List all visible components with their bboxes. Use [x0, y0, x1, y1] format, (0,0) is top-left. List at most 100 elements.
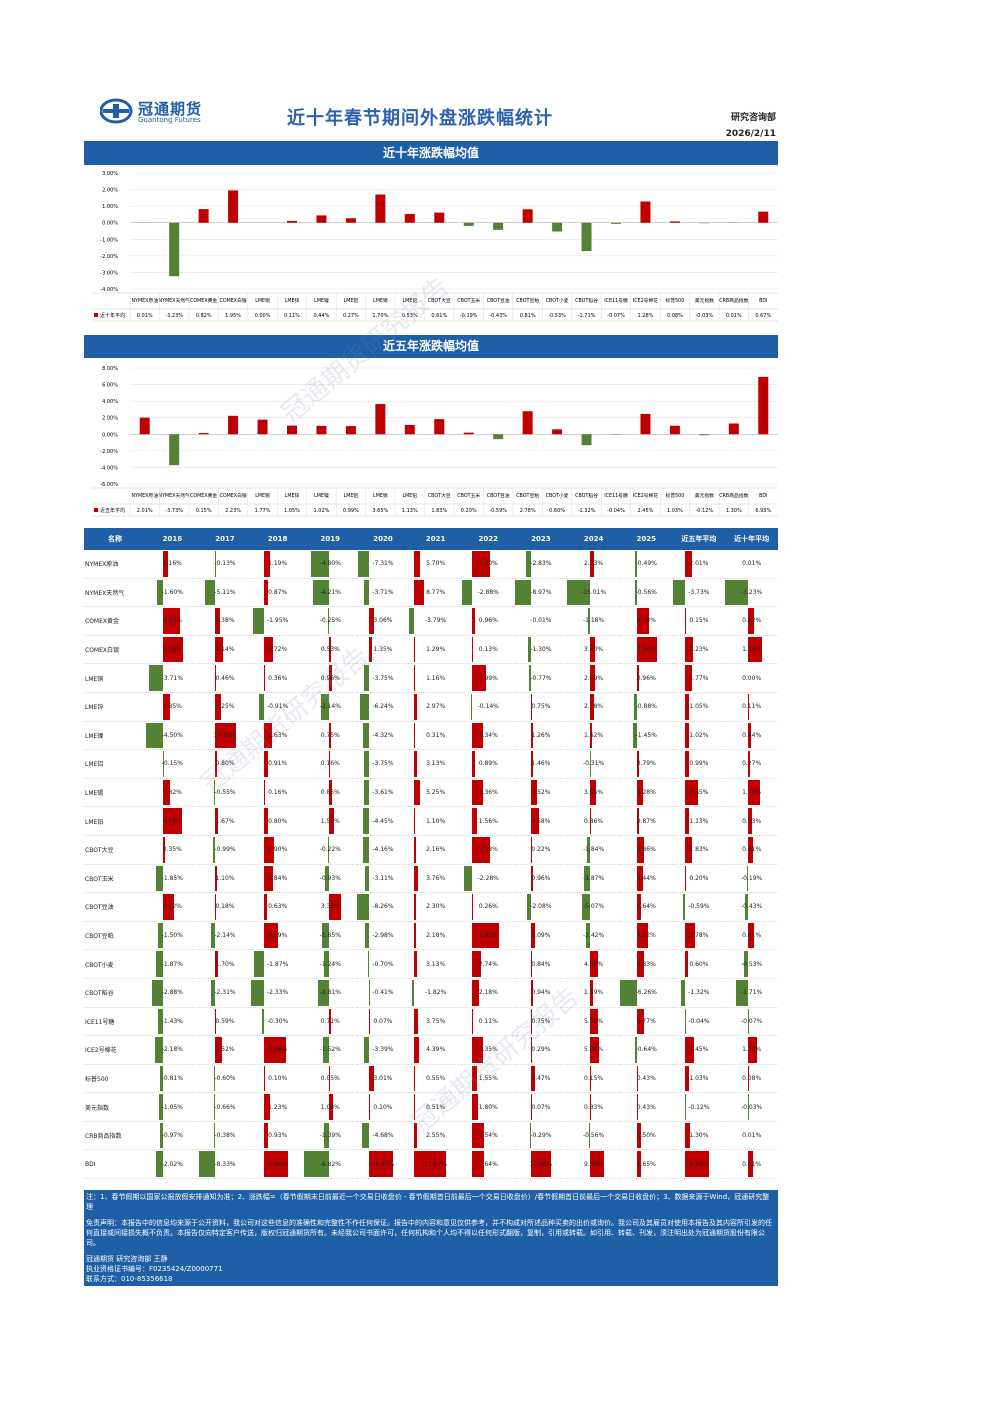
data-bar: [409, 608, 414, 634]
column-header: 2023: [514, 528, 568, 550]
cell-text: 0.91%: [268, 760, 288, 768]
value-cell: -1.18%: [567, 606, 620, 636]
cell-text: 0.71%: [320, 1017, 340, 1025]
value-cell: 1.83%: [672, 835, 726, 865]
x-tick-label: NYMEX原油: [131, 297, 158, 304]
value-cell: 3.38%: [303, 892, 357, 922]
value-cell: 1.70%: [725, 778, 778, 808]
value-cell: 0.33%: [567, 1092, 620, 1122]
data-bar: [471, 608, 476, 634]
cell-text: 0.55%: [426, 1074, 446, 1082]
cell-text: 0.79%: [636, 760, 656, 768]
value-cell: -1.43%: [146, 1007, 199, 1037]
value-cell: 27.57%: [409, 1149, 462, 1180]
cell-text: -6.82%: [319, 1160, 341, 1168]
value-cell: 0.08%: [725, 1064, 778, 1094]
cell-text: -1.43%: [161, 1017, 183, 1025]
value-cell: -1.60%: [146, 578, 199, 608]
value-cell: 1.52%: [303, 806, 357, 836]
cell-text: 3.76%: [426, 874, 446, 882]
cell-text: 0.10%: [268, 1074, 288, 1082]
cell-text: 4.14%: [215, 646, 235, 654]
value-cell: 0.85%: [303, 778, 357, 808]
value-cell: 0.87%: [619, 806, 673, 836]
value-cell: 4.78%: [619, 606, 673, 636]
data-label: -0.59%: [489, 508, 507, 514]
value-cell: -1.85%: [303, 921, 357, 951]
data-label: 0.08%: [667, 313, 683, 319]
value-cell: -0.53%: [725, 949, 778, 979]
data-label: 0.01%: [726, 313, 742, 319]
value-cell: 1.77%: [672, 663, 726, 693]
cell-text: 2.28%: [636, 789, 656, 797]
cell-text: -0.56%: [582, 1132, 605, 1140]
x-tick-label: 标普500: [666, 492, 685, 499]
cell-text: 0.86%: [584, 817, 604, 825]
data-bar: [369, 608, 375, 634]
legend-swatch: [94, 508, 98, 512]
value-cell: 2.45%: [672, 1035, 726, 1065]
bar: [228, 190, 239, 223]
value-cell: 0.05%: [303, 1064, 357, 1094]
value-cell: 2.55%: [409, 1121, 462, 1151]
data-bar: [744, 951, 749, 977]
y-tick-label: 0.00%: [102, 221, 118, 227]
cell-text: 0.46%: [215, 674, 235, 682]
data-bar: [635, 579, 637, 606]
x-tick-label: CRB商品指数: [719, 492, 748, 499]
disclaimer: 免责声明：本报告中的信息均来源于公开资料，我公司对这些信息的准确性和完整性不作任…: [86, 1219, 772, 1247]
cell-text: -0.41%: [372, 989, 394, 997]
value-cell: 1.55%: [461, 1064, 515, 1094]
x-tick-label: 美元指数: [695, 492, 714, 499]
value-cell: 2.28%: [619, 778, 673, 808]
cell-text: 1.85%: [162, 703, 182, 711]
cell-text: 9.30%: [584, 1160, 604, 1168]
data-bar: [303, 1151, 329, 1178]
cell-text: 1.67%: [215, 817, 235, 825]
table-row: LME铜 -3.71% 0.46% 0.36% 0.96% -3.75% 1.16% 3.99…: [84, 663, 778, 693]
data-bar: [748, 751, 751, 777]
data-bar: [685, 1151, 710, 1178]
data-label: 1.83%: [431, 508, 447, 514]
data-bar: [683, 894, 686, 920]
value-cell: -4.68%: [356, 1121, 410, 1151]
y-tick-label: 2.00%: [102, 416, 118, 422]
cell-text: -2.14%: [214, 932, 236, 940]
value-cell: 1.46%: [514, 749, 568, 779]
x-tick-label: NYMEX天然气: [158, 297, 190, 304]
data-bar: [413, 808, 416, 834]
data-bar: [263, 1151, 289, 1178]
cell-text: 0.53%: [742, 817, 762, 825]
data-label: -0.19%: [460, 313, 478, 319]
x-tick-label: NYMEX天然气: [158, 492, 190, 499]
value-cell: -8.33%: [198, 1149, 252, 1180]
value-cell: -4.16%: [356, 835, 410, 865]
value-cell: 4.66%: [251, 1149, 304, 1180]
data-bar: [530, 779, 538, 806]
data-bar: [311, 551, 329, 577]
value-cell: 1.95%: [725, 635, 778, 665]
data-label: 3.65%: [372, 508, 388, 514]
cell-text: 0.80%: [268, 817, 288, 825]
data-bar: [320, 693, 329, 720]
data-bar: [471, 1151, 485, 1178]
bar: [169, 434, 180, 466]
cell-text: 1.90%: [268, 846, 288, 854]
x-tick-label: CBOT玉米: [457, 492, 480, 499]
data-bar: [369, 1151, 394, 1178]
data-bar: [215, 665, 216, 691]
data-bar: [636, 1094, 638, 1120]
value-cell: 3.52%: [514, 778, 568, 808]
value-cell: -2.28%: [461, 864, 515, 894]
data-bar: [636, 779, 643, 806]
data-bar: [529, 665, 531, 691]
value-cell: -1.30%: [514, 635, 568, 665]
cell-text: -5.11%: [214, 588, 236, 596]
bar: [463, 222, 474, 226]
data-bar: [527, 894, 531, 920]
value-cell: 5.99%: [567, 1035, 620, 1065]
value-cell: 0.20%: [672, 864, 726, 894]
cell-text: -3.39%: [372, 1046, 394, 1054]
data-bar: [471, 551, 491, 577]
cell-text: 0.27%: [742, 760, 762, 768]
